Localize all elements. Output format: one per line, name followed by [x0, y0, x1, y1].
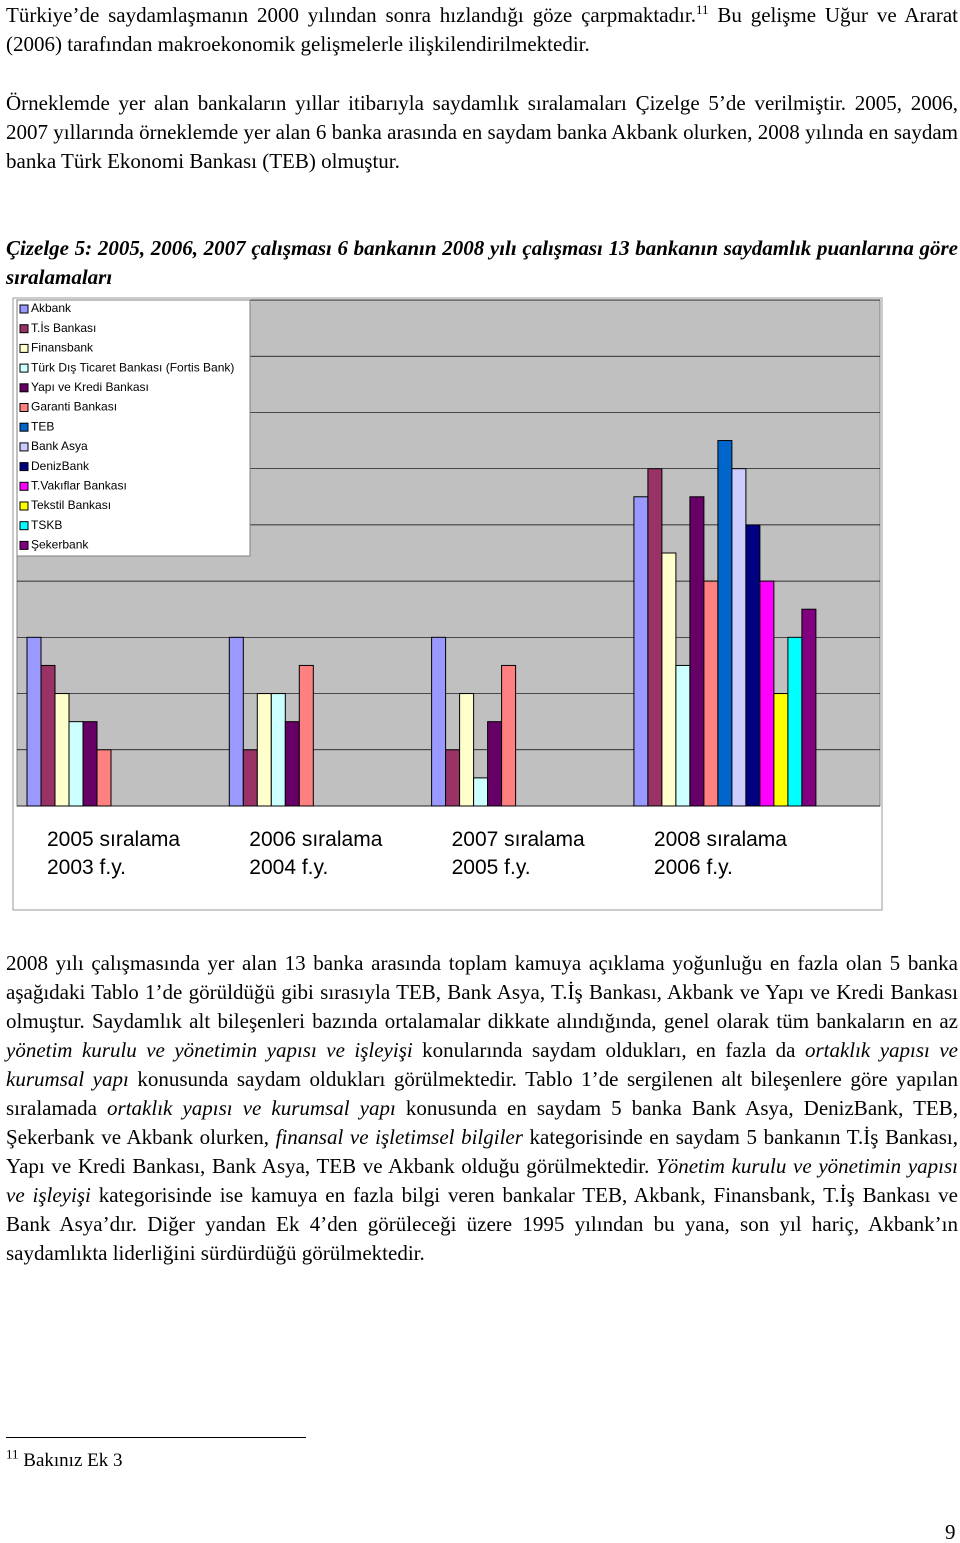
footnote-rule [6, 1437, 306, 1438]
legend-label: DenizBank [31, 459, 90, 473]
text-run: yönetim kurulu ve yönetimin yapısı ve iş… [6, 1038, 413, 1062]
legend-label: TEB [31, 419, 54, 433]
text-run: ortaklık yapısı ve kurumsal yapı [107, 1096, 396, 1120]
bar [801, 608, 817, 807]
bar [256, 693, 272, 807]
bar [459, 693, 475, 807]
text-run: kategorisinde en saydam 5 bankanın T.İş … [6, 1125, 958, 1178]
legend-swatch [19, 383, 29, 393]
x-tick-label: 2008 sıralama 2006 f.y. [653, 828, 787, 879]
bar [647, 468, 663, 807]
legend-label: T.Vakıflar Bankası [31, 478, 127, 492]
bar [717, 440, 733, 807]
legend-label: Bank Asya [31, 439, 88, 453]
bar [96, 749, 112, 807]
bar [68, 721, 84, 807]
bar [787, 636, 803, 807]
footnote-ref: 11 [695, 2, 709, 17]
chart-caption: Çizelge 5: 2005, 2006, 2007 çalışması 6 … [6, 236, 958, 289]
legend-swatch [19, 481, 29, 491]
text-run: Türkiye’de saydamlaşmanın 2000 yılından … [6, 3, 696, 27]
legend-label: Yapı ve Kredi Bankası [31, 380, 149, 394]
legend-swatch [19, 501, 29, 511]
legend-label: Garanti Bankası [31, 400, 117, 414]
footnote-text: Bakınız Ek 3 [18, 1450, 123, 1471]
bar [633, 496, 649, 807]
legend-swatch [19, 442, 29, 452]
legend-label: TSKB [31, 518, 62, 532]
bar [228, 636, 244, 807]
legend-box [16, 299, 251, 557]
legend-swatch [19, 403, 29, 412]
bar [773, 693, 789, 807]
bar [270, 693, 286, 807]
text-run: kategorisinde ise kamuya en fazla bilgi … [6, 1183, 958, 1265]
text-run: 2008 yılı çalışmasında yer alan 13 banka… [6, 951, 958, 1033]
legend-label: Finansbank [31, 341, 94, 355]
bar [26, 636, 42, 807]
bar [431, 636, 447, 807]
chart: Akbank T.İs Bankası Finansbank Türk Dış Tic… [12, 297, 883, 911]
legend-swatch [19, 462, 29, 472]
bar [242, 749, 258, 807]
bar [284, 721, 300, 807]
legend-label: Türk Dış Ticaret Bankası (Fortis Bank) [31, 360, 234, 374]
bar [759, 580, 775, 807]
text-run: Örneklemde yer alan bankaların yıllar it… [6, 91, 958, 173]
bar [745, 524, 761, 807]
bar [501, 664, 517, 807]
text-run: Bu gelişme Uğur ve Ararat (2006) tarafın… [6, 3, 958, 56]
bar [54, 693, 70, 807]
text-run: konularında saydam oldukları, en fazla d… [412, 1038, 805, 1062]
paragraph: Türkiye’de saydamlaşmanın 2000 yılından … [6, 1, 958, 59]
text-run: ortaklık yapısı ve kurumsal yapı [6, 1038, 958, 1091]
legend-swatch [19, 304, 29, 314]
legend-label: Akbank [31, 301, 72, 315]
legend-swatch [19, 422, 29, 432]
bar [40, 664, 56, 807]
legend-swatch [19, 540, 29, 550]
bar [473, 777, 489, 807]
page-number: 9 [945, 1520, 956, 1543]
legend-swatch [19, 343, 29, 353]
bar [689, 496, 705, 807]
legend-swatch [19, 521, 29, 531]
paragraph: 2008 yılı çalışmasında yer alan 13 banka… [6, 949, 958, 1268]
bar [487, 721, 503, 807]
bar [661, 552, 677, 807]
legend-swatch [19, 363, 29, 373]
legend-label: Şekerbank [31, 538, 89, 552]
legend-label: Tekstil Bankası [31, 498, 111, 512]
x-tick-label: 2006 sıralama 2004 f.y. [249, 828, 383, 879]
x-tick-label: 2007 sıralama 2005 f.y. [451, 828, 585, 879]
text-run: Yönetim kurulu ve yönetimin yapısı ve iş… [6, 1154, 958, 1207]
legend-swatch [19, 324, 29, 334]
bar [82, 721, 98, 807]
bar [445, 749, 461, 807]
text-run: konusunda saydam oldukları görülmektedir… [6, 1067, 958, 1120]
text-run: konusunda en saydam 5 banka Bank Asya, D… [6, 1096, 959, 1149]
bar [298, 664, 314, 807]
paragraph: Örneklemde yer alan bankaların yıllar it… [6, 89, 958, 176]
bar [731, 468, 747, 807]
x-tick-label: 2005 sıralama 2003 f.y. [47, 828, 181, 879]
bar [703, 580, 719, 807]
legend-label: T.İs Bankası [31, 321, 96, 335]
text-run: finansal ve işletimsel bilgiler [275, 1125, 523, 1149]
footnote-marker: 11 [6, 1446, 19, 1462]
bar [675, 664, 691, 807]
footnote: 11 Bakınız Ek 3 [6, 1446, 123, 1472]
